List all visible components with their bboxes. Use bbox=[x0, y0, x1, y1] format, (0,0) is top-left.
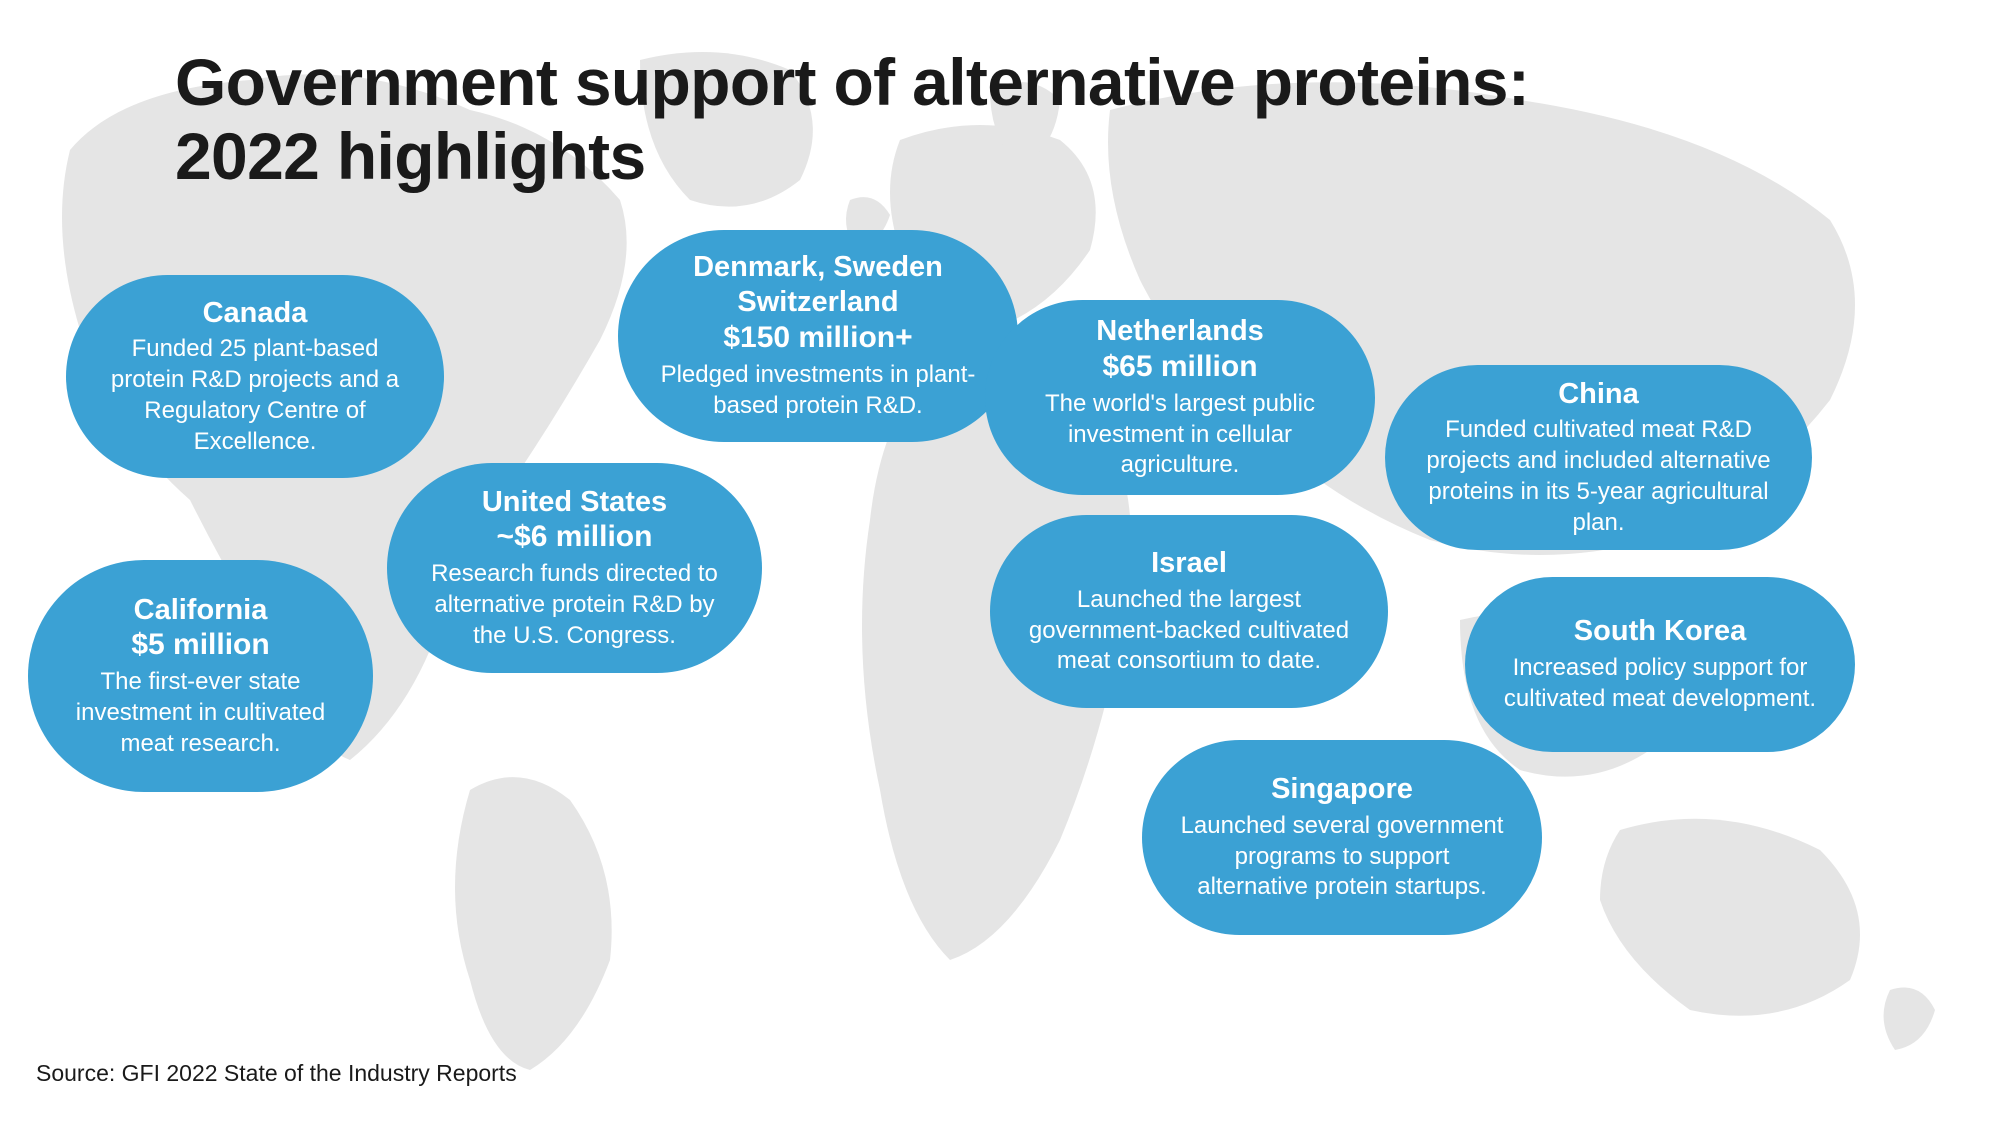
bubble-name: China bbox=[1558, 377, 1639, 412]
bubble-china: ChinaFunded cultivated meat R&D projects… bbox=[1385, 365, 1812, 550]
bubble-amount: $150 million+ bbox=[723, 320, 912, 356]
bubble-amount: ~$6 million bbox=[497, 519, 653, 555]
bubble-amount: $65 million bbox=[1102, 349, 1257, 385]
source-attribution: Source: GFI 2022 State of the Industry R… bbox=[36, 1060, 517, 1087]
bubble-name: Netherlands bbox=[1096, 314, 1264, 349]
page-title: Government support of alternative protei… bbox=[175, 46, 1529, 194]
bubble-description: Launched the largest government-backed c… bbox=[1024, 585, 1354, 677]
bubble-description: Funded 25 plant-based protein R&D projec… bbox=[100, 334, 410, 457]
bubble-description: Research funds directed to alternative p… bbox=[421, 559, 728, 651]
bubble-description: The first-ever state investment in culti… bbox=[62, 667, 339, 759]
bubble-name: Canada bbox=[203, 296, 308, 331]
bubble-description: Funded cultivated meat R&D projects and … bbox=[1419, 415, 1778, 538]
bubble-name: South Korea bbox=[1574, 614, 1746, 649]
bubble-singapore: Singapore Launched several government pro… bbox=[1142, 740, 1542, 935]
bubble-description: Launched several government programs to … bbox=[1176, 811, 1508, 903]
bubble-netherlands: Netherlands$65 million The world's larges… bbox=[985, 300, 1375, 495]
bubble-south-korea: South Korea Increased policy support for … bbox=[1465, 577, 1855, 752]
bubble-name: Denmark, SwedenSwitzerland bbox=[693, 250, 943, 320]
bubble-amount: $5 million bbox=[131, 627, 269, 663]
bubble-united-states: United States~$6 million Research funds d… bbox=[387, 463, 762, 673]
bubble-description: The world's largest public investment in… bbox=[1019, 389, 1341, 481]
bubble-name: California bbox=[134, 593, 268, 628]
map-silhouette bbox=[62, 52, 1935, 1070]
bubble-description: Increased policy support for cultivated … bbox=[1499, 653, 1821, 714]
bubble-israel: Israel Launched the largest government-ba… bbox=[990, 515, 1388, 708]
bubble-description: Pledged investments in plant-based prote… bbox=[652, 360, 984, 421]
bubble-california: California$5 million The first-ever state… bbox=[28, 560, 373, 792]
infographic-canvas: Government support of alternative protei… bbox=[0, 0, 2000, 1125]
bubble-name: Singapore bbox=[1271, 772, 1413, 807]
bubble-denmark-sweden-switzerland: Denmark, SwedenSwitzerland$150 million+ P… bbox=[618, 230, 1018, 442]
bubble-name: United States bbox=[482, 485, 667, 520]
bubble-name: Israel bbox=[1151, 546, 1227, 581]
bubble-canada: CanadaFunded 25 plant-based protein R&D … bbox=[66, 275, 444, 478]
